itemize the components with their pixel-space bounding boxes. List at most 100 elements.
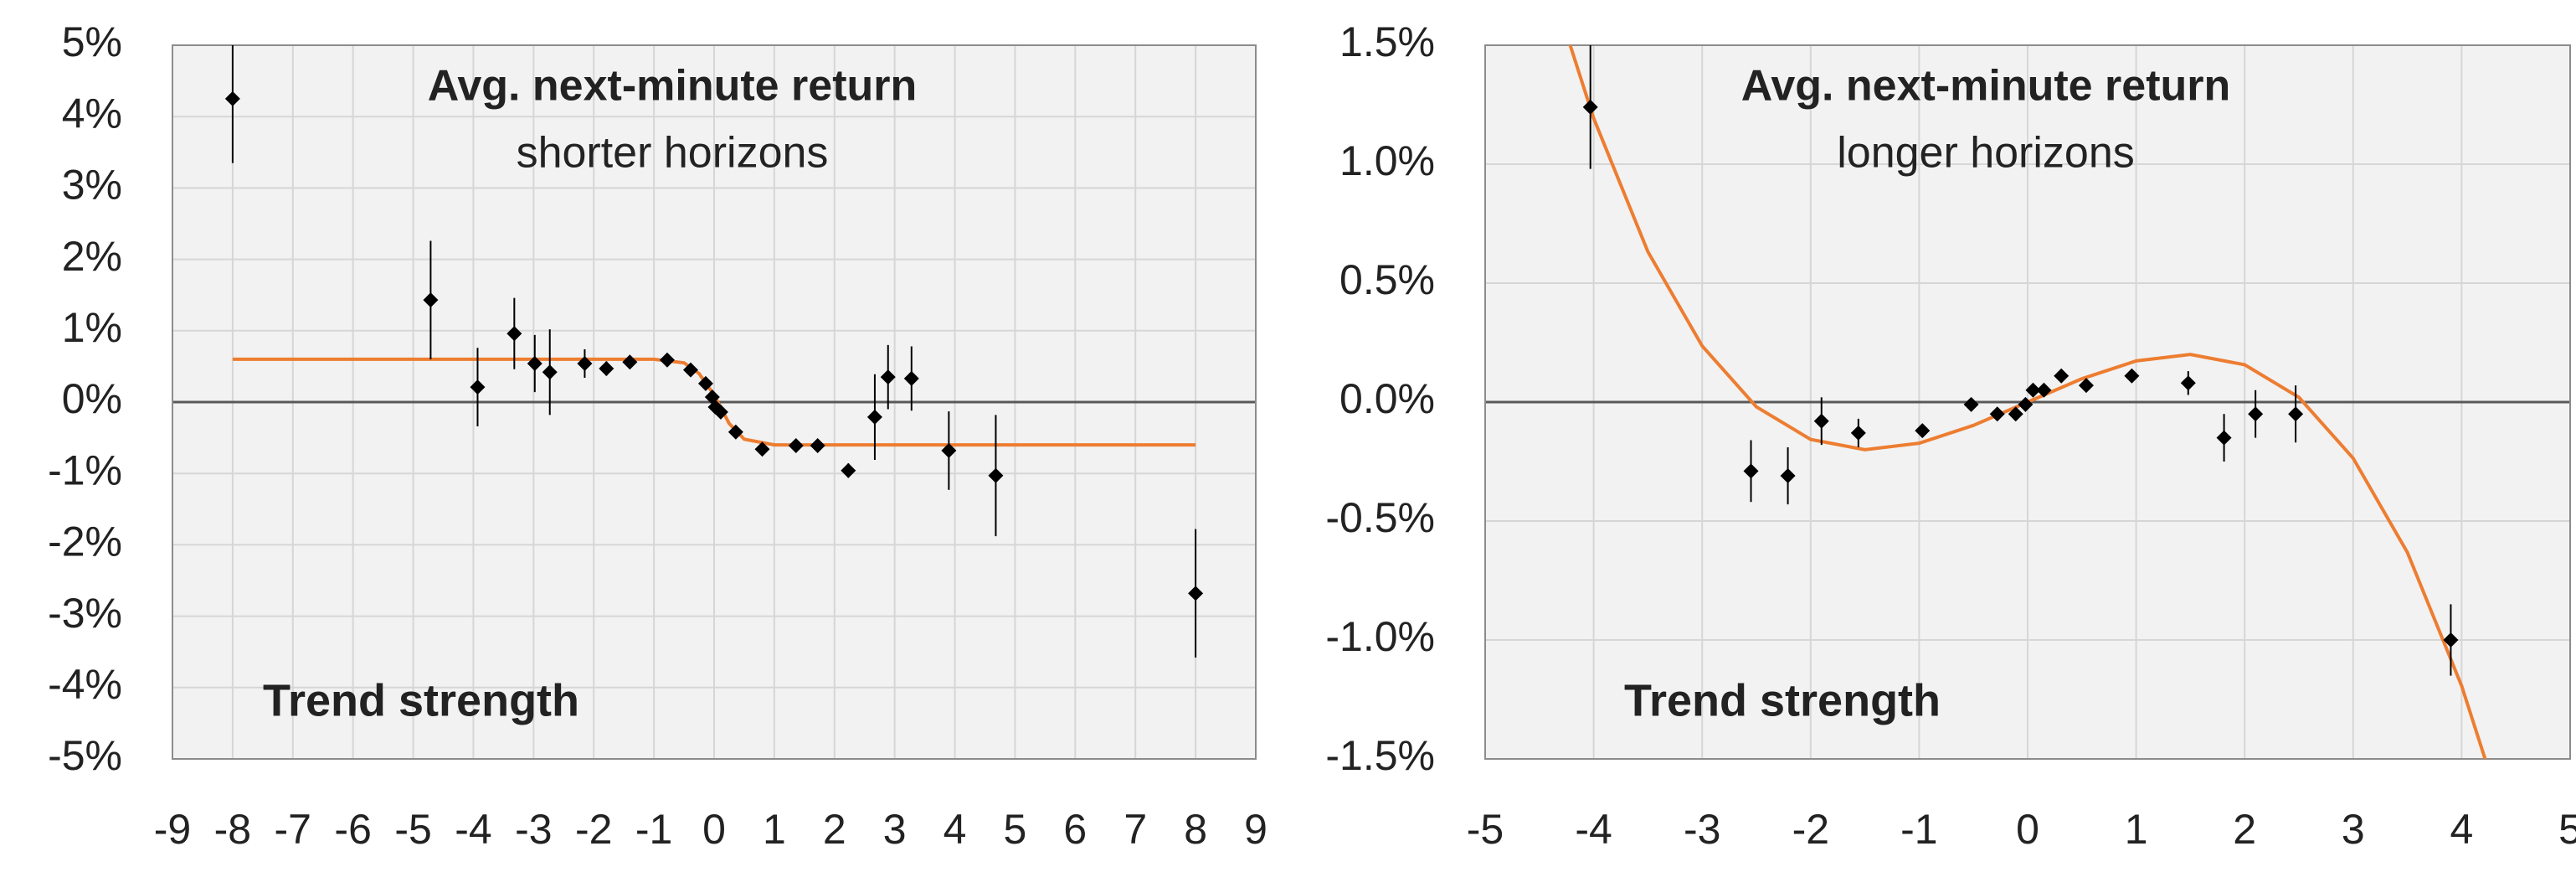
plot-clip (1568, 45, 2487, 759)
chart-subtitle: shorter horizons (517, 129, 829, 178)
y-tick-label: -2% (48, 519, 122, 565)
data-point (2248, 406, 2264, 422)
x-tick-label: 4 (944, 806, 967, 853)
x-tick-label: 2 (2233, 806, 2256, 853)
data-point (2078, 378, 2094, 394)
chart-panel: -9 -8 -7 -6 -5 -4 -3 -2 -1 0 1 2 3 4 5 6 7 8 9 -5% -4% -3% -2%… (48, 18, 1267, 853)
data-point (988, 467, 1004, 483)
x-tick-label: 1 (2125, 806, 2148, 853)
data-point (1813, 413, 1829, 429)
data-point (810, 437, 825, 453)
y-tick-label: 1% (62, 304, 122, 351)
y-tick-label: -1.5% (1325, 732, 1435, 779)
data-point (2036, 382, 2052, 398)
data-point (754, 441, 770, 457)
chart-title: Avg. next-minute return (428, 62, 918, 111)
y-tick-label: 4% (62, 90, 122, 137)
x-tick-label: -4 (455, 806, 491, 853)
data-point (527, 355, 542, 371)
y-tick-label: -5% (48, 732, 122, 779)
data-point (1850, 425, 1866, 441)
plot-border (1484, 44, 2571, 760)
data-point (1582, 99, 1598, 115)
data-point (880, 369, 896, 385)
data-point (1743, 463, 1759, 479)
x-tick-label: -3 (515, 806, 552, 853)
y-tick-label: -0.5% (1325, 494, 1435, 541)
chart-title: Avg. next-minute return (1741, 62, 2231, 111)
x-tick-label: 0 (2016, 806, 2039, 853)
y-tick-label: -1% (48, 446, 122, 493)
data-point (1963, 396, 1979, 412)
data-point (903, 370, 919, 386)
y-tick-label: -1.0% (1325, 613, 1435, 660)
chart-panel: -5 -4 -3 -2 -1 0 1 2 3 4 5 -1.5% -1.0% -0.5% 0.0% 0.5% 1… (1325, 18, 2576, 853)
data-point (2443, 632, 2459, 648)
x-tick-label: 5 (1004, 806, 1027, 853)
x-tick-label: -1 (1900, 806, 1937, 853)
data-point (2180, 375, 2196, 391)
data-point (2054, 368, 2070, 384)
data-point (2018, 396, 2034, 412)
x-tick-label: -7 (275, 806, 311, 853)
data-point (2025, 382, 2041, 398)
x-tick-label: 3 (883, 806, 907, 853)
x-tick-label: -1 (635, 806, 672, 853)
data-point (697, 375, 713, 391)
data-point (506, 326, 522, 342)
x-tick-label: -6 (334, 806, 371, 853)
data-point (941, 442, 957, 458)
data-point (1188, 586, 1204, 601)
data-point (577, 355, 593, 371)
x-tick-label: 3 (2342, 806, 2365, 853)
x-tick-label: -3 (1684, 806, 1720, 853)
y-tick-label: 0.0% (1339, 375, 1435, 422)
data-point (1915, 423, 1931, 439)
y-tick-label: -4% (48, 661, 122, 708)
y-tick-label: 0.5% (1339, 256, 1435, 303)
y-tick-label: 5% (62, 18, 122, 65)
data-point (423, 292, 439, 308)
data-point (599, 360, 614, 376)
data-point (2124, 368, 2140, 384)
chart-subtitle: longer horizons (1837, 129, 2135, 178)
y-tick-label: -3% (48, 590, 122, 637)
x-tick-label: -8 (214, 806, 251, 853)
data-point (788, 437, 804, 453)
data-point (622, 354, 638, 370)
data-point (866, 409, 882, 425)
x-tick-label: 1 (763, 806, 786, 853)
x-tick-label: 8 (1184, 806, 1207, 853)
x-tick-label: -9 (154, 806, 191, 853)
data-point (2216, 430, 2232, 446)
y-tick-label: 0% (62, 375, 122, 422)
data-point (542, 364, 558, 380)
x-tick-label: 5 (2558, 806, 2576, 853)
plot-clip (224, 45, 1204, 658)
data-point (682, 362, 698, 378)
y-tick-label: 1.0% (1339, 137, 1435, 184)
plot-border (172, 44, 1257, 760)
y-tick-label: 2% (62, 233, 122, 280)
x-tick-label: -4 (1575, 806, 1612, 853)
x-tick-label: 4 (2450, 806, 2473, 853)
y-tick-label: 3% (62, 162, 122, 209)
data-point (712, 404, 728, 420)
x-tick-label: 7 (1123, 806, 1147, 853)
y-tick-label: 1.5% (1339, 18, 1435, 65)
data-point (224, 90, 240, 106)
x-tick-label: -5 (1467, 806, 1504, 853)
x-tick-label: 2 (823, 806, 846, 853)
data-point (1989, 406, 2005, 422)
data-point (728, 424, 743, 440)
x-tick-label: -2 (1792, 806, 1829, 853)
annotation: Trend strength (1624, 675, 1941, 725)
annotation: Trend strength (263, 675, 579, 725)
x-tick-label: -2 (575, 806, 612, 853)
x-tick-label: 9 (1244, 806, 1267, 853)
data-point (2288, 406, 2304, 422)
data-point (659, 352, 675, 368)
x-tick-label: 0 (702, 806, 726, 853)
data-point (2008, 406, 2023, 422)
